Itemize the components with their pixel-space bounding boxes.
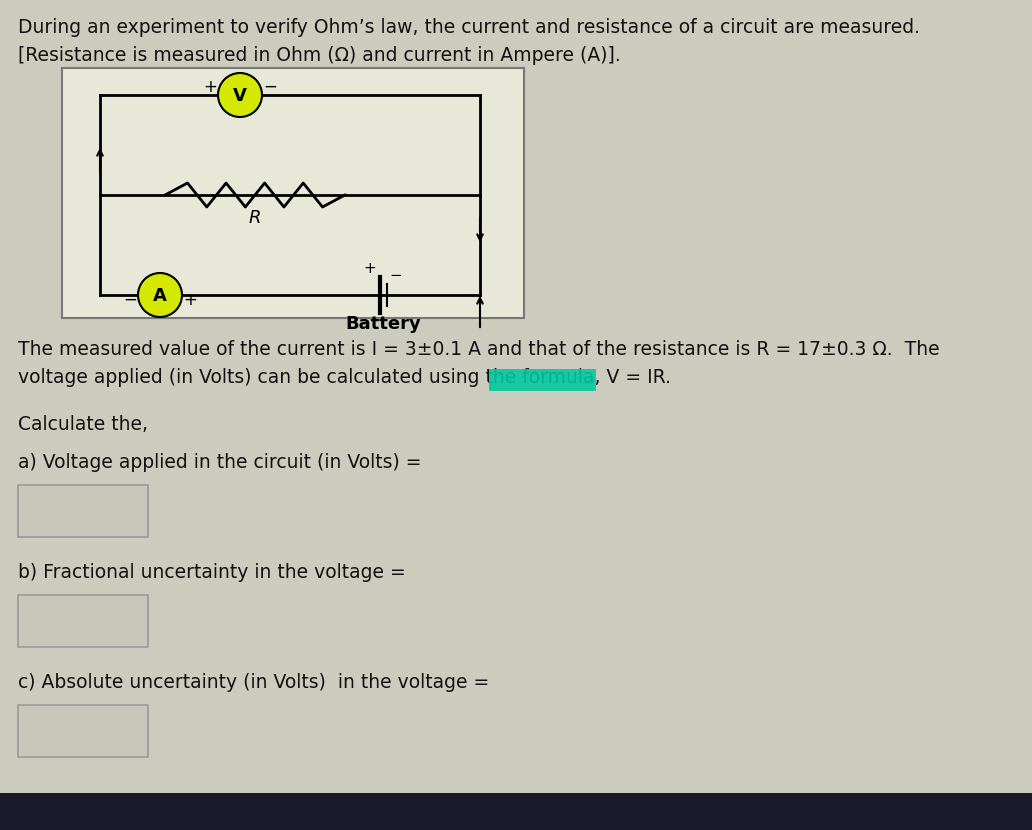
FancyBboxPatch shape: [18, 485, 148, 537]
Text: Battery: Battery: [346, 315, 421, 333]
Text: Calculate the,: Calculate the,: [18, 415, 148, 434]
Text: −: −: [390, 268, 402, 283]
Text: R: R: [249, 209, 261, 227]
Circle shape: [218, 73, 262, 117]
FancyBboxPatch shape: [18, 705, 148, 757]
Text: A: A: [153, 287, 167, 305]
Text: +: +: [203, 78, 217, 96]
FancyBboxPatch shape: [0, 793, 1032, 830]
Circle shape: [138, 273, 182, 317]
Text: During an experiment to verify Ohm’s law, the current and resistance of a circui: During an experiment to verify Ohm’s law…: [18, 18, 920, 37]
Text: a) Voltage applied in the circuit (in Volts) =: a) Voltage applied in the circuit (in Vo…: [18, 453, 421, 472]
Text: +: +: [363, 261, 377, 276]
Text: −: −: [263, 78, 277, 96]
FancyBboxPatch shape: [18, 595, 148, 647]
Text: c) Absolute uncertainty (in Volts)  in the voltage =: c) Absolute uncertainty (in Volts) in th…: [18, 673, 489, 692]
Text: +: +: [183, 291, 197, 309]
Text: −: −: [123, 291, 137, 309]
Text: [Resistance is measured in Ohm (Ω) and current in Ampere (A)].: [Resistance is measured in Ohm (Ω) and c…: [18, 46, 621, 65]
FancyBboxPatch shape: [62, 68, 524, 318]
FancyBboxPatch shape: [489, 369, 596, 391]
Text: b) Fractional uncertainty in the voltage =: b) Fractional uncertainty in the voltage…: [18, 563, 406, 582]
Text: The measured value of the current is I = 3±0.1 A and that of the resistance is R: The measured value of the current is I =…: [18, 340, 939, 359]
Text: V: V: [233, 87, 247, 105]
Text: voltage applied (in Volts) can be calculated using the formula, V = IR.: voltage applied (in Volts) can be calcul…: [18, 368, 671, 387]
